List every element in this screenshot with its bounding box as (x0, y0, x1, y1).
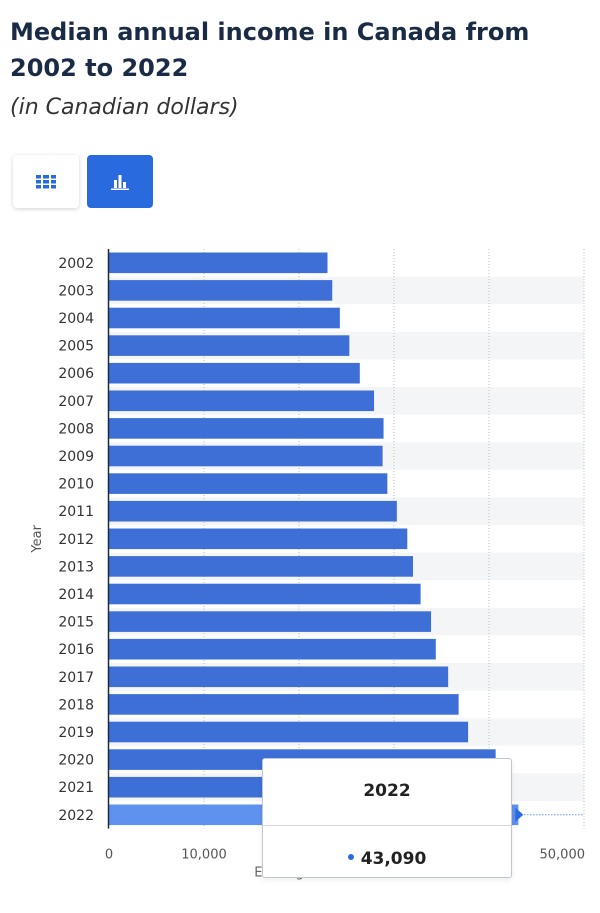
y-tick-label: 2012 (58, 532, 94, 548)
tooltip-year: 2022 (363, 781, 411, 801)
bar-2010[interactable] (109, 473, 388, 494)
y-tick-label: 2008 (58, 421, 94, 437)
bar-2005[interactable] (109, 335, 350, 356)
bar-2006[interactable] (109, 362, 360, 384)
y-tick-label: 2006 (58, 366, 94, 382)
bar-2015[interactable] (109, 611, 432, 632)
y-tick-label: 2017 (58, 670, 94, 686)
y-tick-label: 2020 (58, 753, 94, 769)
bar-chart: 2002 2003 2004 2005 2006 2007 2008 2009 2010 2011… (30, 249, 586, 881)
chart-subtitle: (in Canadian dollars) (10, 95, 239, 120)
y-tick-label: 2002 (58, 256, 94, 272)
bar-2007[interactable] (109, 390, 375, 412)
bar-2002[interactable] (109, 252, 328, 274)
y-tick-label: 2004 (58, 311, 94, 327)
bar-2003[interactable] (109, 280, 333, 301)
chart-tooltip: 2022 43,090 (262, 758, 512, 878)
y-tick-label: 2011 (58, 504, 94, 520)
y-tick-label: 2022 (58, 808, 94, 824)
chart-view-button[interactable] (87, 155, 153, 208)
bar-2004[interactable] (109, 307, 340, 329)
bar-2017[interactable] (109, 666, 449, 688)
y-tick-label: 2009 (58, 449, 94, 465)
y-tick-label: 2003 (58, 283, 94, 299)
grid-icon (36, 174, 56, 188)
y-tick-label: 2014 (58, 587, 94, 603)
bar-2014[interactable] (109, 583, 421, 605)
y-tick-label: 2013 (58, 559, 94, 575)
bar-2019[interactable] (109, 721, 469, 743)
tooltip-divider (263, 825, 511, 826)
x-tick-label: 50,000 (540, 848, 586, 863)
y-tick-label: 2010 (58, 477, 94, 493)
hover-marker-icon (515, 807, 524, 822)
x-tick-label: 10,000 (181, 848, 227, 863)
y-tick-label: 2019 (58, 725, 94, 741)
table-view-button[interactable] (13, 155, 79, 208)
bar-2011[interactable] (109, 500, 397, 522)
y-tick-label: 2005 (58, 339, 94, 355)
y-tick-label: 2015 (58, 615, 94, 631)
tooltip-value-row: 43,090 (263, 849, 511, 869)
y-axis-title: Year (30, 524, 45, 553)
bar-2009[interactable] (109, 445, 383, 467)
x-tick-label: 0 (105, 848, 113, 863)
chart-title: Median annual income in Canada from 2002… (10, 18, 530, 82)
y-tick-label: 2016 (58, 642, 94, 658)
bar-chart-icon (111, 174, 129, 190)
bar-2012[interactable] (109, 528, 408, 550)
tooltip-value: 43,090 (360, 849, 427, 869)
bar-2018[interactable] (109, 694, 459, 715)
series-dot-icon (347, 854, 354, 860)
y-tick-label: 2007 (58, 394, 94, 410)
y-tick-label: 2018 (58, 697, 94, 713)
bar-2008[interactable] (109, 418, 384, 439)
bar-2016[interactable] (109, 638, 436, 660)
y-tick-label: 2021 (58, 780, 94, 796)
bar-2013[interactable] (109, 556, 413, 577)
